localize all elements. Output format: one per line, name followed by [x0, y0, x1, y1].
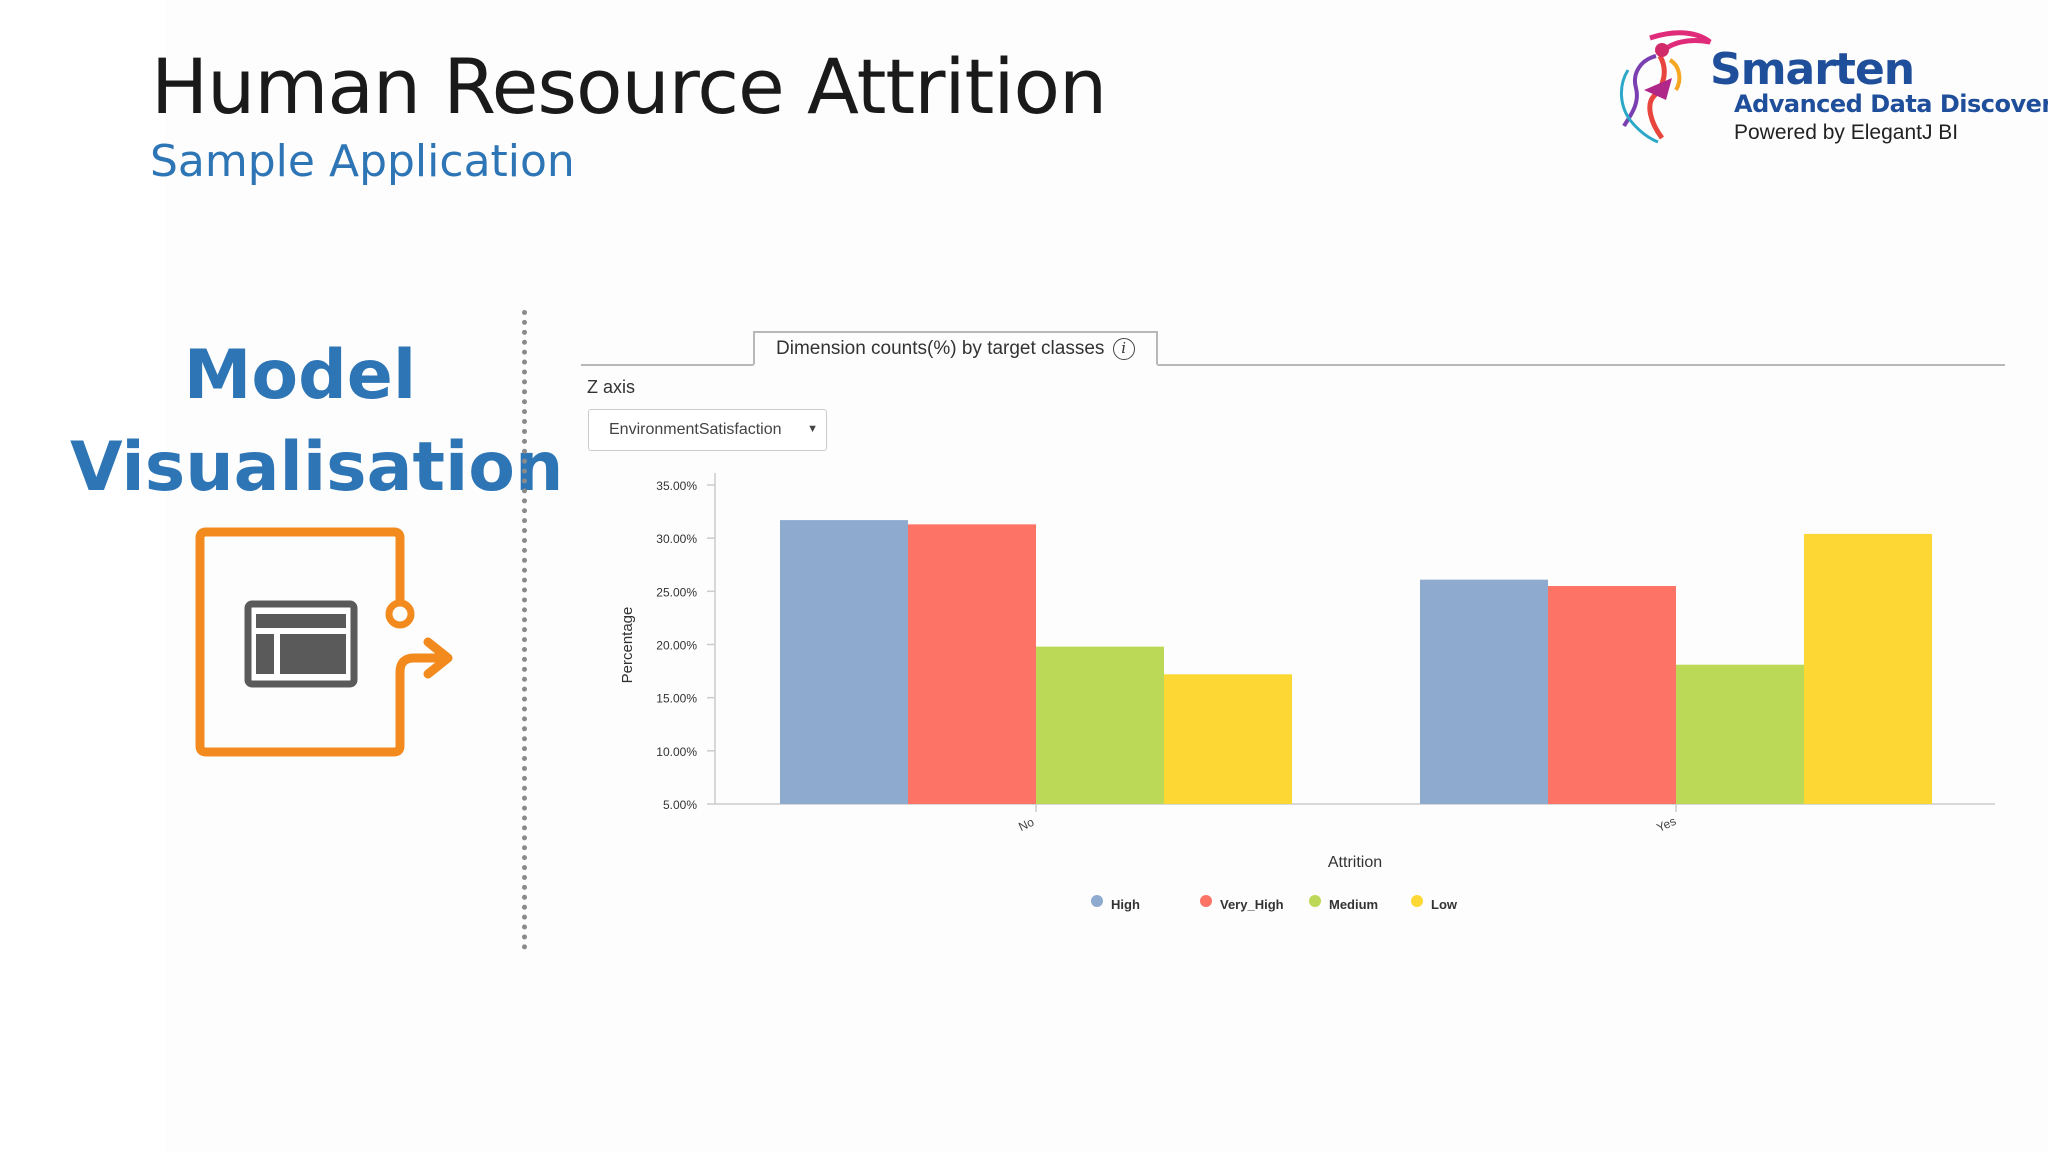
y-tick-label: 15.00% — [656, 692, 697, 706]
legend-label-medium: Medium — [1329, 897, 1378, 912]
smarten-logo-mark-icon — [1620, 30, 1712, 144]
bar-high-yes — [1420, 579, 1548, 804]
legend-marker-very-high — [1200, 895, 1212, 907]
page-subtitle: Sample Application — [150, 136, 575, 187]
smarten-logo: Smarten Advanced Data Discovery Powered … — [1610, 30, 2048, 150]
legend-marker-medium — [1309, 895, 1321, 907]
bar-medium-yes — [1676, 664, 1804, 804]
bar-very-high-no — [908, 524, 1036, 804]
logo-tagline: Advanced Data Discovery — [1734, 90, 2048, 118]
bar-medium-no — [1036, 646, 1164, 804]
chevron-down-icon: ▼ — [807, 423, 818, 435]
zaxis-select-value: EnvironmentSatisfaction — [609, 421, 782, 438]
x-tick-label: Yes — [1654, 814, 1678, 835]
bar-low-yes — [1804, 533, 1932, 804]
model-visualisation-icon — [195, 527, 453, 757]
bar-chart: 5.00% 10.00% 15.00% 20.00% 25.00% 30.00% 35.00… — [619, 473, 1995, 912]
section-heading-line2: Visualisation — [70, 428, 564, 507]
tab-dimension-counts-label: Dimension counts(%) by target classes — [776, 338, 1105, 359]
bar-high-no — [780, 520, 908, 804]
page-title: Human Resource Attrition — [151, 42, 1107, 131]
legend-label-very-high: Very_High — [1220, 897, 1284, 912]
y-tick-label: 5.00% — [663, 798, 697, 812]
legend-marker-high — [1091, 895, 1103, 907]
y-tick-label: 10.00% — [656, 745, 697, 759]
y-tick-label: 20.00% — [656, 639, 697, 653]
tab-dimension-counts[interactable]: Dimension counts(%) by target classes i — [753, 331, 1158, 366]
section-divider — [522, 310, 527, 950]
zaxis-select[interactable]: EnvironmentSatisfaction ▼ — [588, 409, 827, 451]
legend-marker-low — [1411, 895, 1423, 907]
bar-low-no — [1164, 674, 1292, 804]
y-tick-label: 30.00% — [656, 532, 697, 546]
left-strip — [0, 0, 165, 1152]
legend-label-high: High — [1111, 897, 1140, 912]
x-axis-title: Attrition — [1328, 854, 1382, 871]
section-heading-line1: Model — [183, 336, 417, 415]
y-tick-label: 35.00% — [656, 479, 697, 493]
y-tick-label: 25.00% — [656, 585, 697, 599]
section-heading: Model Visualisation — [70, 330, 564, 514]
y-axis-title: Percentage — [619, 607, 636, 684]
x-tick-label: No — [1016, 815, 1036, 834]
logo-name: Smarten — [1710, 44, 1915, 95]
info-icon[interactable]: i — [1112, 337, 1135, 360]
bar-very-high-yes — [1548, 586, 1676, 804]
logo-powered-by: Powered by ElegantJ BI — [1734, 121, 1959, 144]
zaxis-label: Z axis — [587, 377, 636, 397]
legend-label-low: Low — [1431, 897, 1458, 912]
tab-strip-line — [581, 364, 2005, 366]
